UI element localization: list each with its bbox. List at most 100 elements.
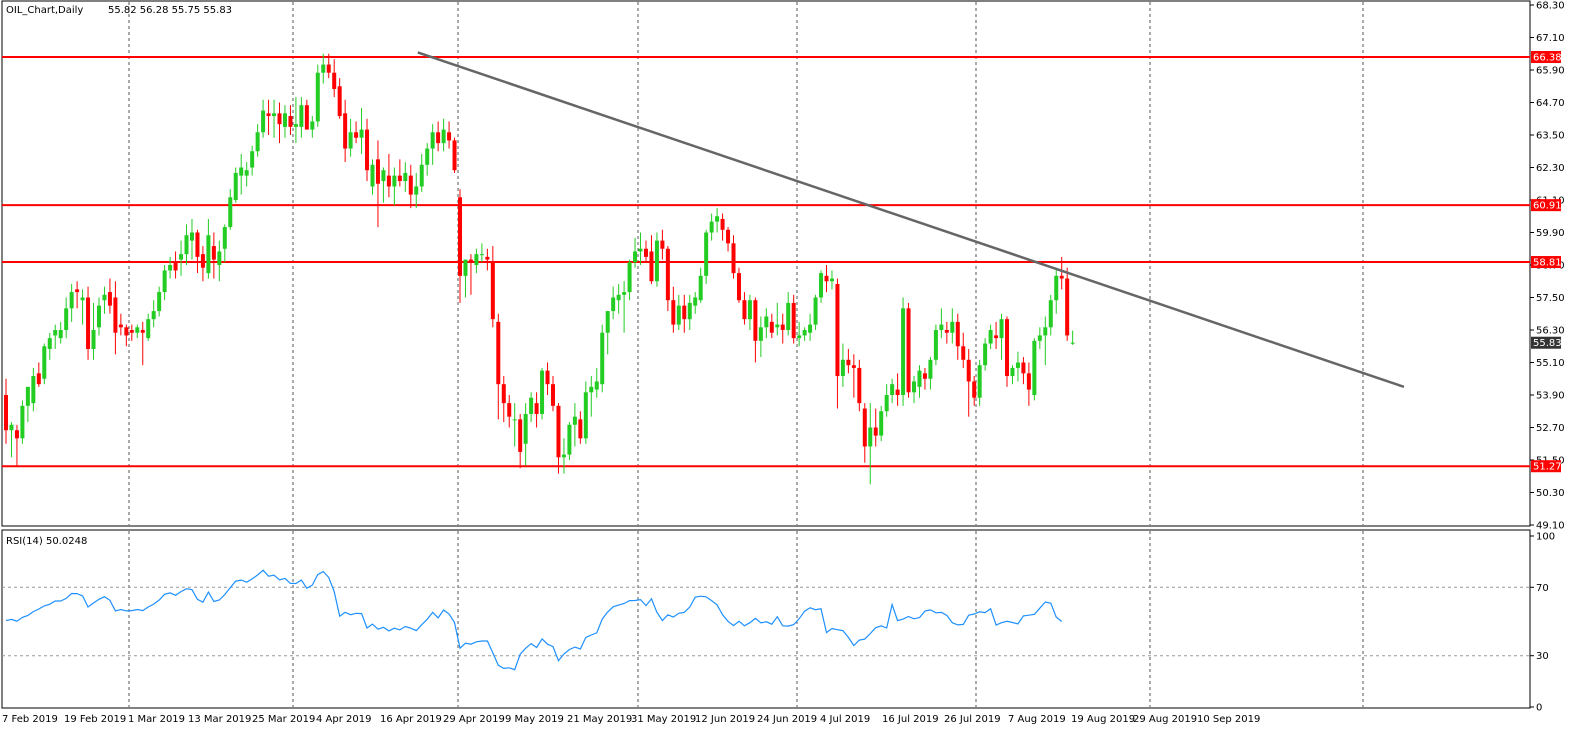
bullish-candle[interactable] bbox=[797, 335, 802, 339]
bearish-candle[interactable] bbox=[408, 175, 413, 195]
bullish-candle[interactable] bbox=[96, 305, 101, 328]
bullish-candle[interactable] bbox=[168, 265, 173, 271]
bullish-candle[interactable] bbox=[840, 359, 845, 377]
bearish-candle[interactable] bbox=[944, 330, 949, 333]
bullish-candle[interactable] bbox=[370, 164, 375, 187]
bullish-candle[interactable] bbox=[189, 232, 194, 241]
bearish-candle[interactable] bbox=[4, 395, 8, 431]
bearish-candle[interactable] bbox=[266, 113, 271, 117]
bearish-candle[interactable] bbox=[791, 302, 796, 339]
bullish-candle[interactable] bbox=[42, 346, 47, 379]
bullish-candle[interactable] bbox=[901, 308, 906, 395]
bearish-candle[interactable] bbox=[769, 321, 774, 333]
bullish-candle[interactable] bbox=[529, 397, 534, 414]
bearish-candle[interactable] bbox=[857, 367, 862, 404]
bullish-candle[interactable] bbox=[293, 124, 298, 127]
bullish-candle[interactable] bbox=[359, 129, 364, 138]
bearish-candle[interactable] bbox=[1026, 373, 1031, 390]
bearish-candle[interactable] bbox=[397, 175, 402, 182]
bullish-candle[interactable] bbox=[933, 330, 938, 360]
bearish-candle[interactable] bbox=[326, 64, 331, 73]
bullish-candle[interactable] bbox=[430, 132, 435, 149]
bearish-candle[interactable] bbox=[545, 370, 550, 385]
bearish-candle[interactable] bbox=[332, 72, 337, 89]
bullish-candle[interactable] bbox=[206, 235, 211, 274]
bullish-candle[interactable] bbox=[222, 227, 227, 249]
bearish-candle[interactable] bbox=[955, 321, 960, 347]
bearish-candle[interactable] bbox=[906, 308, 911, 393]
bearish-candle[interactable] bbox=[966, 359, 971, 382]
bullish-candle[interactable] bbox=[698, 275, 703, 301]
bearish-candle[interactable] bbox=[75, 289, 80, 293]
bearish-candle[interactable] bbox=[578, 419, 583, 439]
bullish-candle[interactable] bbox=[244, 170, 249, 176]
bullish-candle[interactable] bbox=[348, 132, 353, 149]
bullish-candle[interactable] bbox=[299, 105, 304, 127]
bearish-candle[interactable] bbox=[742, 300, 747, 320]
bullish-candle[interactable] bbox=[233, 172, 238, 200]
bearish-candle[interactable] bbox=[447, 132, 452, 141]
bearish-candle[interactable] bbox=[518, 419, 523, 452]
bearish-candle[interactable] bbox=[665, 248, 670, 301]
bearish-candle[interactable] bbox=[649, 251, 654, 282]
descending-trendline[interactable] bbox=[417, 51, 1405, 389]
bearish-candle[interactable] bbox=[386, 175, 391, 187]
bullish-candle[interactable] bbox=[1054, 275, 1059, 301]
bullish-candle[interactable] bbox=[605, 311, 610, 333]
bearish-candle[interactable] bbox=[211, 246, 216, 260]
bullish-candle[interactable] bbox=[583, 392, 588, 439]
bullish-candle[interactable] bbox=[58, 330, 63, 339]
bearish-candle[interactable] bbox=[720, 218, 725, 230]
bullish-candle[interactable] bbox=[20, 405, 25, 439]
bullish-candle[interactable] bbox=[184, 235, 189, 255]
bearish-candle[interactable] bbox=[873, 427, 878, 436]
bearish-candle[interactable] bbox=[124, 327, 129, 336]
bullish-candle[interactable] bbox=[146, 319, 151, 339]
bullish-candle[interactable] bbox=[884, 395, 889, 412]
bullish-candle[interactable] bbox=[589, 386, 594, 393]
bullish-candle[interactable] bbox=[1032, 340, 1037, 395]
bearish-candle[interactable] bbox=[452, 140, 457, 171]
bullish-candle[interactable] bbox=[786, 302, 791, 330]
bullish-candle[interactable] bbox=[479, 254, 484, 256]
bullish-candle[interactable] bbox=[709, 221, 714, 233]
bearish-candle[interactable] bbox=[337, 86, 342, 117]
bullish-candle[interactable] bbox=[879, 411, 884, 436]
bearish-candle[interactable] bbox=[173, 262, 178, 271]
bearish-candle[interactable] bbox=[726, 229, 731, 244]
bearish-candle[interactable] bbox=[846, 359, 851, 366]
bearish-candle[interactable] bbox=[277, 113, 282, 125]
bearish-candle[interactable] bbox=[1021, 362, 1026, 374]
bullish-candle[interactable] bbox=[890, 384, 895, 395]
bullish-candle[interactable] bbox=[1037, 335, 1042, 341]
bullish-candle[interactable] bbox=[315, 72, 320, 122]
bullish-candle[interactable] bbox=[758, 327, 763, 341]
bearish-candle[interactable] bbox=[458, 197, 463, 276]
bearish-candle[interactable] bbox=[972, 381, 977, 398]
bullish-candle[interactable] bbox=[151, 311, 156, 320]
bearish-candle[interactable] bbox=[129, 330, 134, 333]
bearish-candle[interactable] bbox=[107, 292, 112, 306]
bullish-candle[interactable] bbox=[47, 338, 52, 349]
bullish-candle[interactable] bbox=[25, 386, 30, 406]
bullish-candle[interactable] bbox=[228, 197, 233, 228]
price-pane[interactable]: 68.3067.1065.9064.7063.5062.3061.1059.90… bbox=[1, 0, 1565, 532]
bullish-candle[interactable] bbox=[594, 381, 599, 390]
bullish-candle[interactable] bbox=[912, 381, 917, 393]
bullish-candle[interactable] bbox=[808, 324, 813, 333]
bullish-candle[interactable] bbox=[983, 343, 988, 366]
bearish-candle[interactable] bbox=[140, 330, 145, 333]
bullish-candle[interactable] bbox=[392, 175, 397, 187]
bearish-candle[interactable] bbox=[660, 240, 665, 249]
bullish-candle[interactable] bbox=[999, 319, 1004, 339]
bearish-candle[interactable] bbox=[288, 116, 293, 127]
bearish-candle[interactable] bbox=[736, 273, 741, 301]
bearish-candle[interactable] bbox=[375, 159, 380, 184]
rsi-line[interactable] bbox=[5, 569, 1063, 671]
bullish-candle[interactable] bbox=[829, 278, 834, 282]
bearish-candle[interactable] bbox=[922, 373, 927, 379]
bullish-candle[interactable] bbox=[627, 262, 632, 293]
bullish-candle[interactable] bbox=[419, 164, 424, 187]
bullish-candle[interactable] bbox=[1015, 362, 1020, 368]
bullish-candle[interactable] bbox=[179, 254, 184, 260]
